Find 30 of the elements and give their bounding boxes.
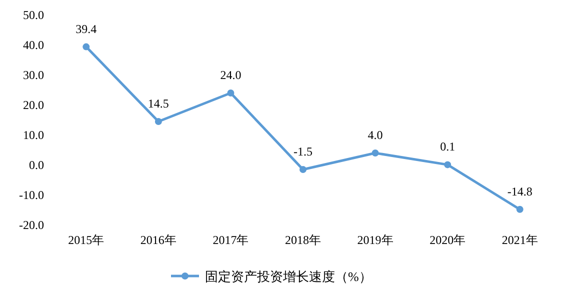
y-tick-label: 30.0 [23,68,44,82]
y-tick-label: 40.0 [23,38,44,52]
data-label: 39.4 [76,22,97,36]
data-label: 4.0 [368,128,383,142]
x-tick-label: 2021年 [502,233,538,247]
x-tick-label: 2019年 [357,233,394,247]
point [227,90,234,96]
data-label: -1.5 [294,144,312,158]
y-tick-label: -20.0 [19,218,44,232]
y-tick-label: 10.0 [23,128,44,142]
x-tick-label: 2020年 [430,233,466,247]
x-tick-label: 2017年 [212,233,249,247]
data-label: 24.0 [220,68,242,82]
y-tick-label: -10.0 [19,188,44,202]
x-tick-label: 2018年 [285,233,321,247]
y-tick-label: 20.0 [23,98,44,112]
data-label: -14.8 [507,184,532,198]
point [444,161,452,168]
y-tick-label: 50.0 [23,8,44,22]
point [372,150,379,156]
y-tick-label: 0.0 [29,158,44,172]
data-label: 0.1 [440,140,456,154]
point [82,43,90,50]
data-label: 14.5 [148,96,169,110]
x-tick-label: 2016年 [140,233,176,247]
legend-label: 固定资产投资增长速度（%） [205,269,372,284]
point [516,206,524,213]
x-tick-label: 2015年 [68,233,104,247]
point [154,118,162,125]
point [300,166,306,173]
